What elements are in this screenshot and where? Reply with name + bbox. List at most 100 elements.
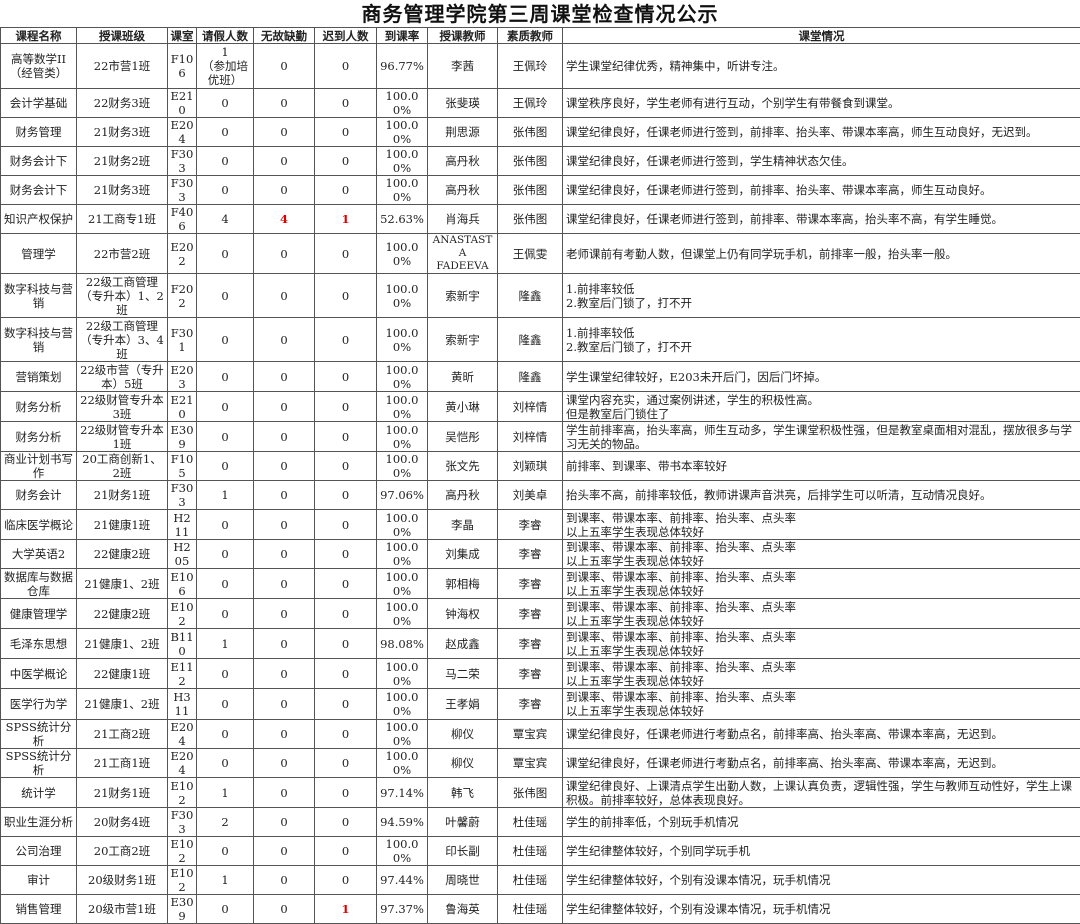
cell-leave: 0 [197, 176, 254, 205]
column-header-rate: 到课率 [377, 28, 428, 44]
cell-absent: 0 [254, 422, 315, 452]
column-header-late: 迟到人数 [315, 28, 377, 44]
cell-class: 21财务1班 [77, 778, 168, 808]
cell-quality: 杜佳瑶 [498, 837, 563, 866]
cell-rate: 96.77% [377, 44, 428, 89]
cell-rate: 100.00% [377, 569, 428, 599]
cell-class: 22级工商管理（专升本）1、2班 [77, 274, 168, 318]
cell-absent: 0 [254, 808, 315, 837]
cell-room: H311 [168, 689, 197, 720]
cell-situation: 学生课堂纪律优秀，精神集中，听讲专注。 [563, 44, 1080, 89]
cell-class: 22健康2班 [77, 599, 168, 629]
cell-absent: 0 [254, 481, 315, 510]
cell-class: 21工商1班 [77, 749, 168, 778]
cell-room: E102 [168, 837, 197, 866]
cell-quality: 李睿 [498, 659, 563, 689]
cell-leave: 1 [197, 481, 254, 510]
cell-teacher: ANASTASTA FADEEVA [428, 234, 498, 274]
cell-room: F303 [168, 481, 197, 510]
cell-rate: 100.00% [377, 720, 428, 749]
cell-leave: 0 [197, 720, 254, 749]
cell-course: 数据库与数据仓库 [1, 569, 77, 599]
cell-leave: 0 [197, 118, 254, 147]
cell-teacher: 李晶 [428, 510, 498, 540]
cell-teacher: 李茜 [428, 44, 498, 89]
cell-absent: 0 [254, 540, 315, 569]
cell-course: 财务分析 [1, 392, 77, 422]
cell-teacher: 叶馨蔚 [428, 808, 498, 837]
cell-situation: 到课率、带课本率、前排率、抬头率、点头率 以上五率学生表现总体较好 [563, 569, 1080, 599]
cell-room: E106 [168, 569, 197, 599]
cell-teacher: 郭相梅 [428, 569, 498, 599]
cell-class: 20工商2班 [77, 837, 168, 866]
cell-course: 数字科技与营销 [1, 318, 77, 362]
cell-quality: 李睿 [498, 510, 563, 540]
cell-course: 财务分析 [1, 422, 77, 452]
page-title: 商务管理学院第三周课堂检查情况公示 [0, 0, 1080, 27]
cell-situation: 课堂纪律良好，任课老师进行考勤点名，前排率高、抬头率高、带课本率高，无迟到。 [563, 720, 1080, 749]
cell-absent: 0 [254, 895, 315, 924]
cell-situation: 到课率、带课本率、前排率、抬头率、点头率 以上五率学生表现总体较好 [563, 510, 1080, 540]
cell-rate: 100.00% [377, 147, 428, 176]
cell-rate: 100.00% [377, 659, 428, 689]
cell-room: B110 [168, 629, 197, 659]
cell-absent: 0 [254, 118, 315, 147]
cell-late: 0 [315, 749, 377, 778]
cell-situation: 学生的前排率低，个别玩手机情况 [563, 808, 1080, 837]
column-header-absent: 无故缺勤 [254, 28, 315, 44]
cell-situation: 老师课前有考勤人数，但课堂上仍有同学玩手机，前排率一般，抬头率一般。 [563, 234, 1080, 274]
cell-absent: 0 [254, 89, 315, 118]
cell-class: 22健康2班 [77, 540, 168, 569]
cell-situation: 课堂纪律良好，任课老师进行签到，前排率、抬头率、带课本率高，师生互动良好，无迟到… [563, 118, 1080, 147]
cell-leave: 0 [197, 362, 254, 392]
cell-class: 21财务2班 [77, 147, 168, 176]
cell-situation: 学生课堂纪律较好，E203未开后门，因后门坏掉。 [563, 362, 1080, 392]
column-header-course: 课程名称 [1, 28, 77, 44]
cell-situation: 学生纪律整体较好，个别有没课本情况，玩手机情况 [563, 866, 1080, 895]
cell-teacher: 刘集成 [428, 540, 498, 569]
cell-course: 数字科技与营销 [1, 274, 77, 318]
cell-room: F202 [168, 274, 197, 318]
cell-class: 21健康1班 [77, 510, 168, 540]
cell-rate: 97.06% [377, 481, 428, 510]
cell-rate: 100.00% [377, 837, 428, 866]
cell-room: F406 [168, 205, 197, 234]
cell-absent: 0 [254, 629, 315, 659]
cell-absent: 0 [254, 720, 315, 749]
cell-late: 0 [315, 689, 377, 720]
cell-quality: 李睿 [498, 540, 563, 569]
cell-room: F106 [168, 44, 197, 89]
cell-leave: 0 [197, 659, 254, 689]
cell-late: 0 [315, 629, 377, 659]
cell-absent: 0 [254, 689, 315, 720]
cell-room: E204 [168, 720, 197, 749]
cell-late: 1 [315, 205, 377, 234]
cell-late: 0 [315, 659, 377, 689]
cell-rate: 100.00% [377, 422, 428, 452]
cell-leave: 0 [197, 274, 254, 318]
cell-rate: 100.00% [377, 599, 428, 629]
cell-leave: 0 [197, 422, 254, 452]
cell-late: 0 [315, 44, 377, 89]
cell-absent: 0 [254, 510, 315, 540]
cell-late: 0 [315, 392, 377, 422]
cell-class: 20级市营1班 [77, 895, 168, 924]
cell-course: 会计学基础 [1, 89, 77, 118]
cell-course: SPSS统计分析 [1, 749, 77, 778]
cell-rate: 100.00% [377, 689, 428, 720]
cell-course: 知识产权保护 [1, 205, 77, 234]
cell-late: 0 [315, 808, 377, 837]
